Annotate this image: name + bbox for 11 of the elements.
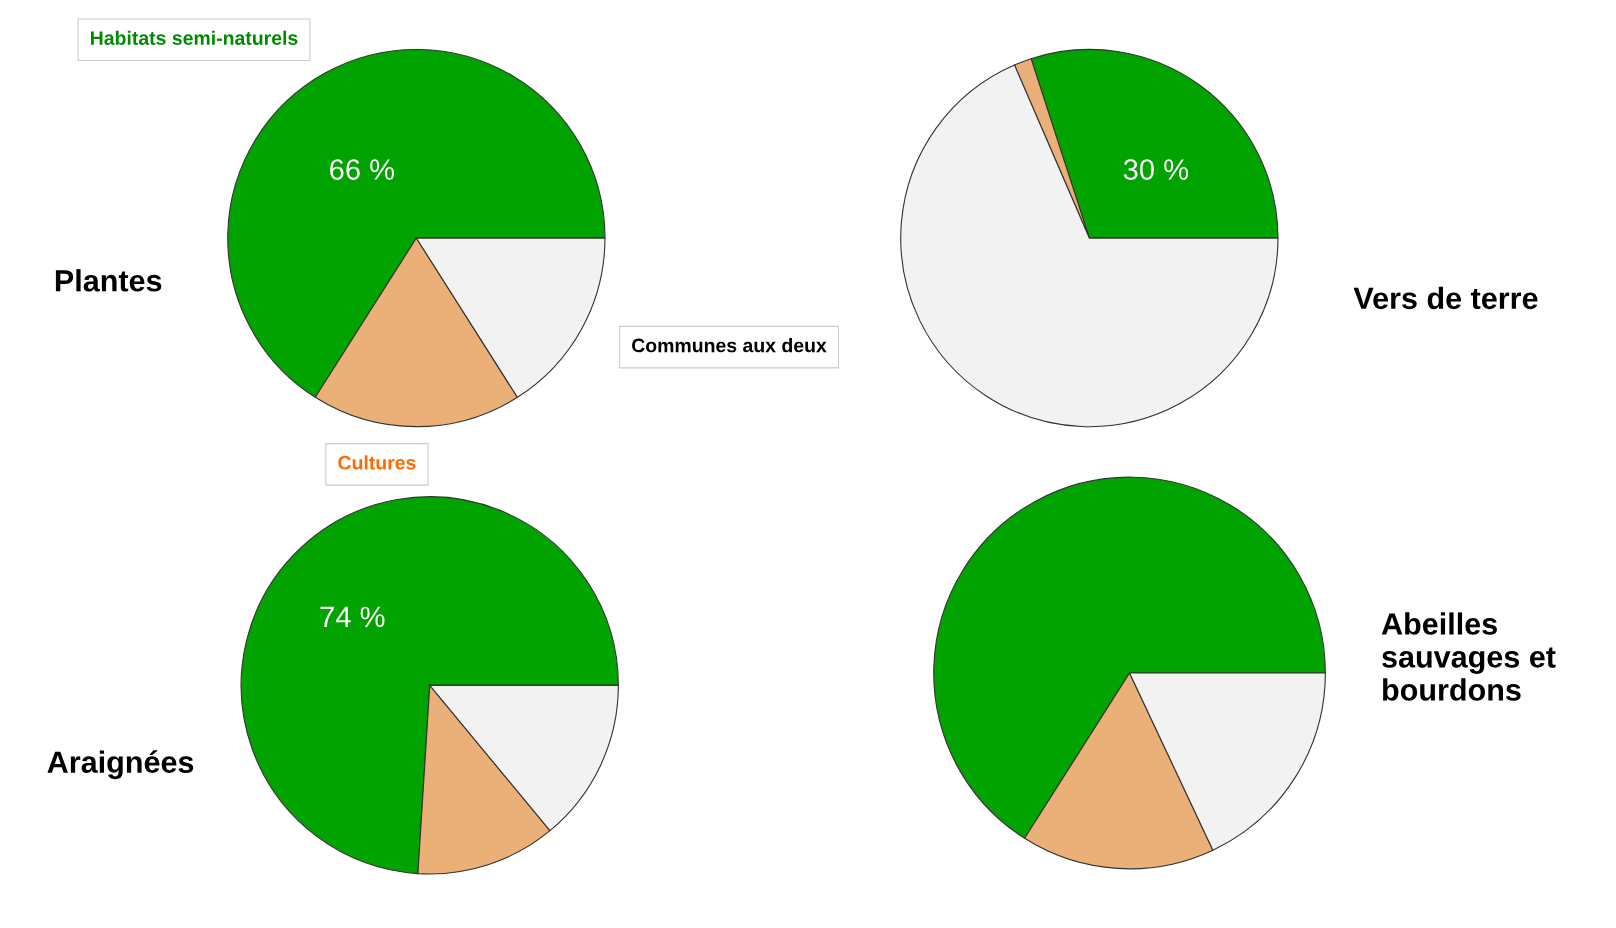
pie-slice	[240, 496, 619, 875]
data-label: 74 %	[320, 606, 385, 628]
slice-label: Communes aux deux	[632, 338, 827, 353]
text: Abeilles sauvages et bourdons	[1381, 612, 1556, 701]
slice-label: Habitats semi-naturels	[91, 30, 298, 45]
text: Araignées	[47, 750, 194, 780]
data-label: 66 %	[330, 159, 395, 180]
slice-label: Cultures	[338, 455, 416, 470]
text: Vers de terre	[1353, 286, 1538, 310]
text: Plantes	[55, 269, 162, 292]
data-label: 30 %	[1123, 159, 1189, 180]
